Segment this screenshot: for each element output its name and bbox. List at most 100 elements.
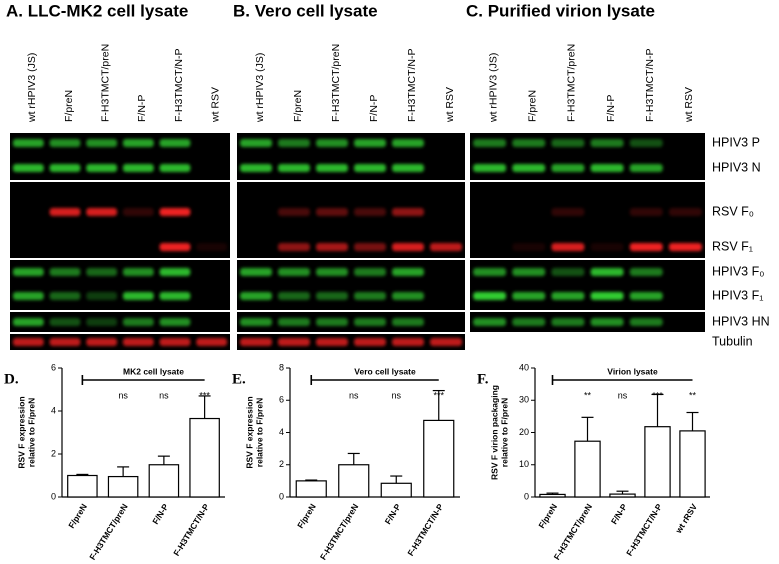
blot-band — [12, 318, 44, 326]
blot-band — [159, 338, 191, 346]
bar — [67, 474, 98, 498]
significance: ns — [159, 390, 169, 400]
y-tick-label: 8 — [279, 362, 284, 372]
y-tick-label: 20 — [519, 427, 529, 437]
blot-band — [316, 292, 348, 300]
blot-band — [354, 139, 386, 147]
blot-band — [629, 292, 663, 300]
blot-band — [629, 268, 663, 276]
blot-band — [316, 268, 348, 276]
blot-band — [49, 318, 81, 326]
blot-band — [512, 139, 546, 147]
blot-band — [392, 292, 424, 300]
significance: *** — [652, 390, 663, 400]
blot-band — [354, 318, 386, 326]
annotation: Vero cell lysate — [354, 366, 416, 376]
bar — [539, 493, 566, 498]
blot-band — [629, 164, 663, 172]
lane-label: F/preN — [527, 90, 539, 122]
band-label: Tubulin — [712, 334, 753, 348]
lane-label: F/N-P — [136, 95, 148, 122]
blot-band — [430, 338, 462, 346]
blot-band — [512, 164, 546, 172]
y-tick-label: 6 — [279, 395, 284, 405]
y-tick-label: 10 — [519, 459, 529, 469]
lane-label: F/N-P — [368, 95, 380, 122]
band-label: RSV F₁ — [712, 239, 753, 253]
significance: ns — [391, 390, 401, 400]
bar — [295, 480, 327, 498]
y-tick-label: 0 — [51, 491, 56, 501]
bar — [423, 419, 455, 498]
lane-label: wt RSV — [209, 87, 221, 123]
blot-band — [122, 164, 154, 172]
y-axis-label: relative to F/preN — [26, 398, 36, 467]
y-axis-label: relative to F/preN — [254, 398, 264, 467]
x-tick-label: F-H3TMCT/N-P — [405, 502, 445, 558]
lane-label: wt rHPIV3 (JS) — [254, 53, 266, 123]
x-tick-label: F-H3TMCT/preN — [552, 502, 595, 562]
blot-band — [159, 292, 191, 300]
bar — [644, 426, 671, 498]
blot-strip — [470, 182, 705, 258]
bar — [107, 475, 139, 498]
blot-band — [354, 268, 386, 276]
blot-band — [316, 243, 348, 251]
lane-label: wt rHPIV3 (JS) — [26, 53, 38, 123]
blot-band — [551, 139, 585, 147]
lane-label: wt RSV — [683, 87, 695, 123]
blot-band — [159, 268, 191, 276]
blot-band — [354, 292, 386, 300]
band-label: HPIV3 P — [712, 135, 760, 149]
lane-label: F/preN — [63, 90, 75, 122]
panel-title: C. Purified virion lysate — [466, 1, 655, 20]
blot-band — [316, 338, 348, 346]
blot-band — [551, 292, 585, 300]
blot-band — [316, 208, 348, 216]
significance: ** — [689, 390, 697, 400]
y-tick-label: 0 — [524, 491, 529, 501]
x-tick-label: F-H3TMCT/N-P — [171, 502, 211, 558]
blot-band — [392, 243, 424, 251]
blot-band — [316, 318, 348, 326]
blot-band — [278, 292, 310, 300]
bar — [148, 464, 180, 498]
y-axis-label: RSV F virion packaging — [489, 385, 499, 480]
blot-strip — [237, 260, 465, 310]
blot-band — [240, 318, 272, 326]
blot-band — [590, 164, 624, 172]
panel-title: A. LLC-MK2 cell lysate — [6, 1, 188, 20]
band-label: HPIV3 F₀ — [712, 264, 764, 278]
blot-band — [354, 164, 386, 172]
y-tick-label: 30 — [519, 395, 529, 405]
blot-band — [316, 164, 348, 172]
blot-band — [12, 292, 44, 300]
lane-label: F/preN — [292, 90, 304, 122]
lane-label: F-H3TMCT/N-P — [406, 49, 418, 123]
blot-band — [49, 139, 81, 147]
significance: ** — [584, 390, 592, 400]
annotation: Virion lysate — [607, 366, 658, 376]
significance: ns — [118, 390, 128, 400]
x-tick-label: F/preN — [295, 502, 318, 530]
blot-band — [86, 164, 118, 172]
blot-band — [159, 164, 191, 172]
blot-strip — [237, 182, 465, 258]
blot-band — [122, 318, 154, 326]
significance: ns — [618, 390, 628, 400]
blot-band — [86, 292, 118, 300]
x-tick-label: F-H3TMCT/preN — [318, 502, 361, 562]
y-tick-label: 4 — [279, 427, 284, 437]
y-tick-label: 2 — [279, 459, 284, 469]
blot-band — [159, 243, 191, 251]
blot-band — [354, 208, 386, 216]
bar — [609, 493, 636, 498]
x-tick-label: F-H3TMCT/N-P — [624, 502, 664, 558]
blot-band — [512, 292, 546, 300]
blot-band — [354, 338, 386, 346]
blot-band — [668, 243, 702, 251]
blot-band — [278, 208, 310, 216]
blot-band — [430, 243, 462, 251]
blot-band — [86, 208, 118, 216]
